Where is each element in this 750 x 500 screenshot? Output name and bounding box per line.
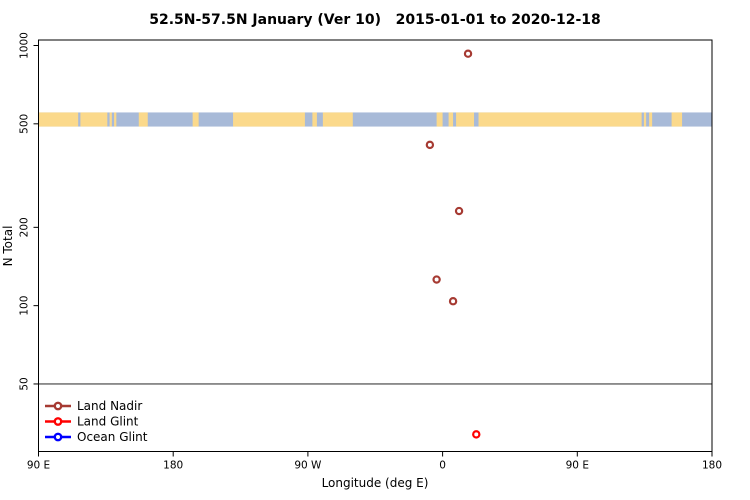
map-strip-land-segment	[38, 112, 79, 127]
legend-item-land-glint: Land Glint	[45, 415, 139, 429]
map-strip-land-segment	[643, 112, 647, 127]
data-point-land-nadir	[448, 297, 458, 306]
x-tick-label: 180	[163, 460, 183, 472]
map-strip-land-segment	[114, 112, 117, 127]
plot-box	[38, 39, 713, 452]
legend-point-symbol	[53, 401, 63, 411]
legend-item-land-nadir: Land Nadir	[45, 399, 142, 413]
x-axis-title: Longitude (deg E)	[322, 476, 429, 490]
y-tick-label: 1000	[19, 32, 31, 59]
chart-title: 52.5N-57.5N January (Ver 10) 2015-01-01 …	[149, 12, 601, 28]
legend-item-ocean-glint: Ocean Glint	[45, 430, 148, 444]
map-strip-land-segment	[312, 112, 317, 127]
legend-label: Land Glint	[77, 415, 139, 429]
x-tick-label: 90 W	[294, 460, 322, 472]
data-point-land-nadir	[425, 140, 435, 150]
x-tick-label: 0	[439, 460, 446, 472]
legend-label: Land Nadir	[77, 399, 142, 413]
x-tick-label: 90 E	[27, 460, 50, 472]
y-tick-label: 50	[19, 377, 31, 390]
map-strip-land-segment	[109, 112, 112, 127]
data-point-land-nadir	[463, 49, 473, 58]
map-strip-land-segment	[192, 112, 199, 127]
map-strip-land-segment	[436, 112, 443, 127]
map-strip-land-segment	[80, 112, 108, 127]
y-tick-label: 500	[19, 114, 31, 134]
legend-point-symbol	[53, 417, 63, 426]
y-tick-label: 200	[19, 217, 31, 237]
x-tick-label: 180	[702, 460, 722, 472]
map-strip-land-segment	[649, 112, 653, 127]
y-axis-title: N Total	[1, 226, 15, 267]
plot-area: 50 100 200 500 1000 90 E 180 90 W 0 90 E 180	[19, 32, 723, 471]
legend-point-symbol	[53, 432, 63, 442]
map-strip-land-segment	[322, 112, 353, 127]
map-strip-land-segment	[456, 112, 475, 127]
legend-label: Ocean Glint	[77, 430, 148, 444]
data-point-land-glint	[472, 430, 481, 439]
map-strip-land-segment	[671, 112, 683, 127]
y-tick-label: 100	[19, 296, 31, 316]
map-strip-land-segment	[448, 112, 454, 127]
map-strip-land-segment	[138, 112, 148, 127]
map-strip-land-segment	[233, 112, 305, 127]
data-point-land-nadir	[432, 275, 441, 284]
map-strip-land-segment	[478, 112, 642, 127]
x-tick-label: 90 E	[566, 460, 589, 472]
data-point-land-nadir	[454, 206, 464, 216]
